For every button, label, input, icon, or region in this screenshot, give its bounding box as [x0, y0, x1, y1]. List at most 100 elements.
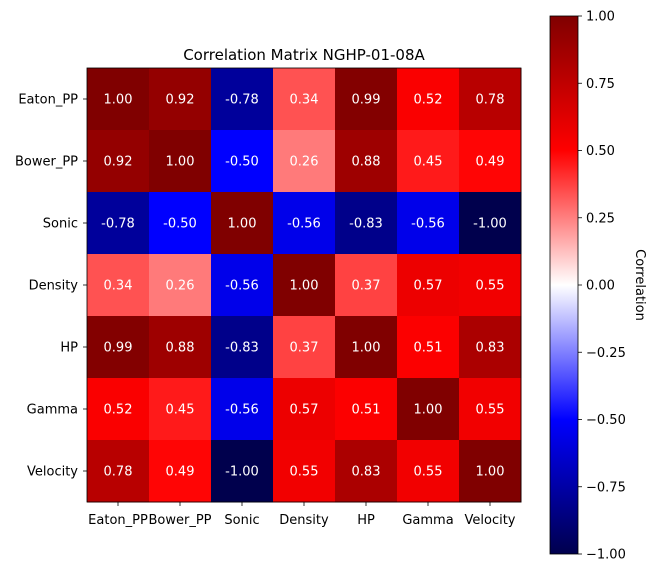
heatmap-cell: [459, 378, 522, 441]
y-tick-label: Bower_PP: [15, 155, 78, 170]
colorbar-tick-label: 0.00: [586, 279, 615, 294]
cell-value-label: 0.52: [414, 93, 443, 108]
cell-value-label: -0.56: [225, 279, 259, 294]
heatmap-cell: [459, 192, 522, 255]
cell-value-label: -0.83: [225, 341, 259, 356]
heatmap-cell: [87, 130, 150, 193]
cell-value-label: 0.55: [476, 403, 505, 418]
heatmap-cell: [87, 192, 150, 255]
heatmap-cell: [211, 254, 274, 317]
heatmap-cell: [149, 316, 212, 379]
cell-value-label: -1.00: [473, 217, 507, 232]
x-axis-ticks: Eaton_PP Bower_PP Sonic Density HP Gamma Veloc…: [88, 502, 516, 528]
cell-value-label: -0.50: [225, 155, 259, 170]
heatmap-cell: [211, 440, 274, 503]
cell-value-label: 0.83: [476, 341, 505, 356]
heatmap-cell: [273, 440, 336, 503]
y-tick-label: Density: [29, 279, 79, 294]
colorbar-tick-label: −0.25: [586, 346, 626, 361]
chart-title: Correlation Matrix NGHP-01-08A: [183, 46, 425, 64]
cell-value-label: -0.78: [101, 217, 135, 232]
heatmap-cell: [273, 68, 336, 131]
heatmap-cell: [273, 316, 336, 379]
cell-value-label: 0.45: [166, 403, 195, 418]
cell-value-label: -1.00: [225, 465, 259, 480]
x-tick-label: Sonic: [224, 513, 259, 528]
cell-value-label: 0.34: [290, 93, 319, 108]
heatmap-cell: [335, 192, 398, 255]
colorbar-ticks: 1.00 0.75 0.50 0.25 0.00 −0.25 −0.50 −0.75 −1.00: [578, 10, 626, 563]
cell-value-label: 0.78: [476, 93, 505, 108]
x-tick-label: Density: [279, 513, 329, 528]
y-tick-label: Sonic: [43, 217, 78, 232]
cell-value-label: 0.92: [104, 155, 133, 170]
cell-value-label: 0.57: [290, 403, 319, 418]
heatmap-cell: [335, 254, 398, 317]
heatmap-cell: [149, 68, 212, 131]
cell-value-label: -0.83: [349, 217, 383, 232]
cell-value-label: 0.49: [476, 155, 505, 170]
colorbar-tick-label: −0.50: [586, 413, 626, 428]
heatmap-cell: [211, 378, 274, 441]
y-axis-ticks: Eaton_PP Bower_PP Sonic Density HP Gamma Veloc…: [15, 93, 87, 480]
heatmap-value-labels: 1.00 0.92 -0.78 0.34 0.99 0.52 0.78 0.92 1.00 -0.…: [101, 93, 507, 480]
heatmap-cell: [335, 130, 398, 193]
heatmap-cell: [87, 316, 150, 379]
colorbar-label: Correlation: [632, 249, 647, 321]
x-tick-label: Velocity: [465, 513, 516, 528]
cell-value-label: 1.00: [290, 279, 319, 294]
cell-value-label: 1.00: [104, 93, 133, 108]
y-tick-label: Velocity: [27, 465, 78, 480]
heatmap-cell: [211, 316, 274, 379]
x-tick-label: Bower_PP: [148, 513, 211, 528]
heatmap-cell: [149, 130, 212, 193]
cell-value-label: 0.26: [166, 279, 195, 294]
cell-value-label: 0.49: [166, 465, 195, 480]
cell-value-label: 0.37: [352, 279, 381, 294]
x-tick-label: Gamma: [402, 513, 453, 528]
colorbar-tick-label: 0.25: [586, 211, 615, 226]
heatmap-cell: [397, 378, 460, 441]
heatmap-cell: [149, 192, 212, 255]
colorbar-tick-label: 1.00: [586, 10, 615, 25]
cell-value-label: 0.55: [414, 465, 443, 480]
heatmap-cell: [273, 378, 336, 441]
cell-value-label: 0.83: [352, 465, 381, 480]
heatmap-cell: [397, 316, 460, 379]
cell-value-label: 0.51: [414, 341, 443, 356]
cell-value-label: -0.56: [411, 217, 445, 232]
heatmap-cell: [211, 192, 274, 255]
heatmap-cell: [149, 378, 212, 441]
cell-value-label: 0.51: [352, 403, 381, 418]
cell-value-label: 0.26: [290, 155, 319, 170]
colorbar-tick-label: −1.00: [586, 548, 626, 563]
cell-value-label: -0.56: [225, 403, 259, 418]
heatmap-cell: [397, 192, 460, 255]
x-tick-label: Eaton_PP: [88, 513, 148, 528]
heatmap-cell: [87, 378, 150, 441]
cell-value-label: 0.57: [414, 279, 443, 294]
cell-value-label: -0.78: [225, 93, 259, 108]
cell-value-label: 0.52: [104, 403, 133, 418]
heatmap-cell: [211, 68, 274, 131]
heatmap-cell: [273, 130, 336, 193]
cell-value-label: 0.99: [104, 341, 133, 356]
cell-value-label: 1.00: [476, 465, 505, 480]
heatmap-cell: [397, 68, 460, 131]
y-tick-label: Gamma: [27, 403, 78, 418]
cell-value-label: 0.55: [476, 279, 505, 294]
y-tick-label: HP: [60, 341, 78, 356]
heatmap-cell: [459, 130, 522, 193]
heatmap-cell: [397, 130, 460, 193]
heatmap-cell: [335, 316, 398, 379]
colorbar-tick-label: −0.75: [586, 480, 626, 495]
cell-value-label: 0.55: [290, 465, 319, 480]
cell-value-label: 0.88: [352, 155, 381, 170]
heatmap-cell: [87, 440, 150, 503]
cell-value-label: 1.00: [166, 155, 195, 170]
heatmap-cell: [335, 378, 398, 441]
cell-value-label: 1.00: [352, 341, 381, 356]
heatmap-cell: [335, 68, 398, 131]
y-tick-label: Eaton_PP: [18, 93, 78, 108]
